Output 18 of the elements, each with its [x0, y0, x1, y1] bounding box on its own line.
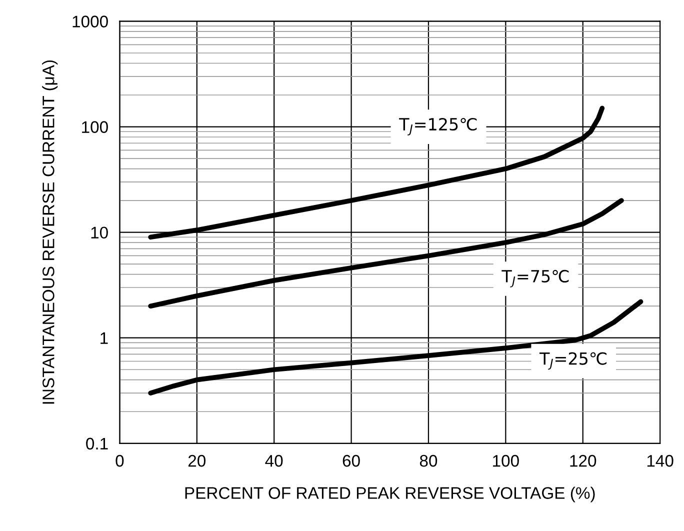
y-axis-title: INSTANTANEOUS REVERSE CURRENT (μA) [42, 60, 58, 404]
y-tick-label: 1000 [72, 16, 108, 28]
y-tick-label: 1 [100, 332, 108, 344]
x-tick-label: 40 [265, 454, 283, 467]
y-tick-label: 10 [91, 226, 108, 239]
series-label: T$_{J}$=25℃ [539, 352, 606, 370]
y-tick-label: 100 [82, 121, 108, 133]
x-axis-title: PERCENT OF RATED PEAK REVERSE VOLTAGE (%) [185, 486, 595, 502]
x-tick-label: 120 [570, 454, 596, 467]
x-tick-label: 0 [116, 454, 124, 467]
x-tick-label: 100 [493, 454, 519, 467]
x-tick-label: 20 [188, 454, 206, 467]
series-label: T$_{J}$=75℃ [502, 270, 569, 288]
x-tick-label: 140 [647, 454, 674, 467]
text: T$_{J}$=125℃ [399, 118, 477, 136]
x-tick-label: 60 [342, 454, 360, 467]
x-tick-label: 80 [420, 454, 438, 467]
y-tick-label: 0.1 [86, 438, 108, 450]
